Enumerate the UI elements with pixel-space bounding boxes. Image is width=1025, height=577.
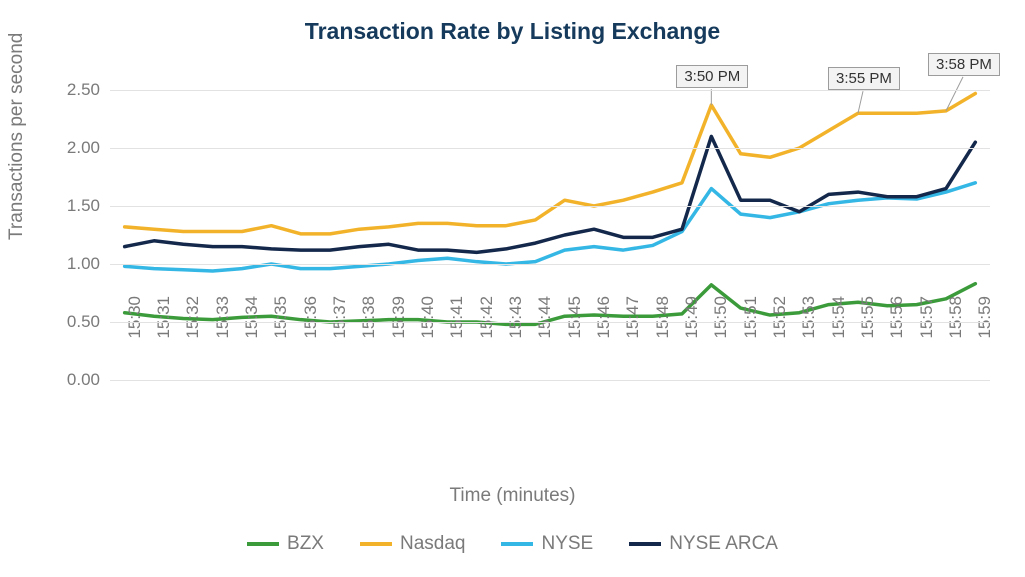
chart-title: Transaction Rate by Listing Exchange	[0, 18, 1025, 45]
callout-label: 3:50 PM	[676, 65, 748, 88]
x-tick-label: 15:45	[565, 296, 585, 339]
x-tick-label: 15:34	[242, 296, 262, 339]
x-tick-label: 15:31	[154, 296, 174, 339]
plot-area: 15:30 15:31 15:32 15:33 15:34 15:35 15:36 15:37…	[110, 90, 990, 380]
x-tick-label: 15:35	[271, 296, 291, 339]
x-tick-label: 15:51	[741, 296, 761, 339]
legend-label: NYSE	[541, 533, 593, 555]
legend-item-nasdaq: Nasdaq	[360, 533, 466, 555]
legend-label: BZX	[287, 533, 324, 555]
callout-leader	[858, 91, 863, 113]
chart-container: Transaction Rate by Listing Exchange Tra…	[0, 0, 1025, 577]
x-tick-label: 15:36	[301, 296, 321, 339]
x-tick-label: 15:38	[359, 296, 379, 339]
x-tick-label: 15:40	[418, 296, 438, 339]
grid-line	[110, 206, 990, 207]
series-line-nasdaq	[125, 93, 976, 233]
x-ticks: 15:30 15:31 15:32 15:33 15:34 15:35 15:36 15:37…	[110, 296, 990, 386]
y-tick-label: 2.50	[67, 80, 100, 100]
series-line-nyse-arca	[125, 136, 976, 252]
x-tick-label: 15:48	[653, 296, 673, 339]
x-tick-label: 15:30	[125, 296, 145, 339]
x-tick-label: 15:39	[389, 296, 409, 339]
x-tick-label: 15:47	[623, 296, 643, 339]
x-tick-label: 15:44	[535, 296, 555, 339]
x-tick-label: 15:54	[829, 296, 849, 339]
x-tick-label: 15:41	[447, 296, 467, 339]
legend-swatch	[629, 542, 661, 546]
y-tick-label: 1.50	[67, 196, 100, 216]
grid-line	[110, 322, 990, 323]
y-tick-label: 1.00	[67, 254, 100, 274]
series-line-nyse	[125, 183, 976, 271]
x-tick-label: 15:59	[975, 296, 995, 339]
grid-line	[110, 264, 990, 265]
legend-swatch	[360, 542, 392, 546]
x-tick-label: 15:42	[477, 296, 497, 339]
x-tick-label: 15:55	[858, 296, 878, 339]
legend: BZX Nasdaq NYSE NYSE ARCA	[0, 533, 1025, 555]
legend-swatch	[247, 542, 279, 546]
legend-item-nyse-arca: NYSE ARCA	[629, 533, 778, 555]
legend-label: NYSE ARCA	[669, 533, 778, 555]
x-tick-label: 15:50	[711, 296, 731, 339]
y-tick-label: 2.00	[67, 138, 100, 158]
x-tick-label: 15:32	[183, 296, 203, 339]
y-tick-label: 0.50	[67, 312, 100, 332]
x-tick-label: 15:57	[917, 296, 937, 339]
legend-item-bzx: BZX	[247, 533, 324, 555]
callout-label: 3:58 PM	[928, 53, 1000, 76]
x-tick-label: 15:56	[887, 296, 907, 339]
callout-label: 3:55 PM	[828, 67, 900, 90]
x-tick-label: 15:43	[506, 296, 526, 339]
x-axis-label: Time (minutes)	[0, 485, 1025, 507]
grid-line	[110, 380, 990, 381]
x-tick-label: 15:52	[770, 296, 790, 339]
legend-swatch	[501, 542, 533, 546]
x-tick-label: 15:53	[799, 296, 819, 339]
y-tick-label: 0.00	[67, 370, 100, 390]
y-axis-label: Transactions per second	[6, 33, 28, 240]
x-tick-label: 15:46	[594, 296, 614, 339]
x-tick-label: 15:49	[682, 296, 702, 339]
x-tick-label: 15:33	[213, 296, 233, 339]
legend-label: Nasdaq	[400, 533, 466, 555]
x-tick-label: 15:37	[330, 296, 350, 339]
x-tick-label: 15:58	[946, 296, 966, 339]
grid-line	[110, 148, 990, 149]
legend-item-nyse: NYSE	[501, 533, 593, 555]
